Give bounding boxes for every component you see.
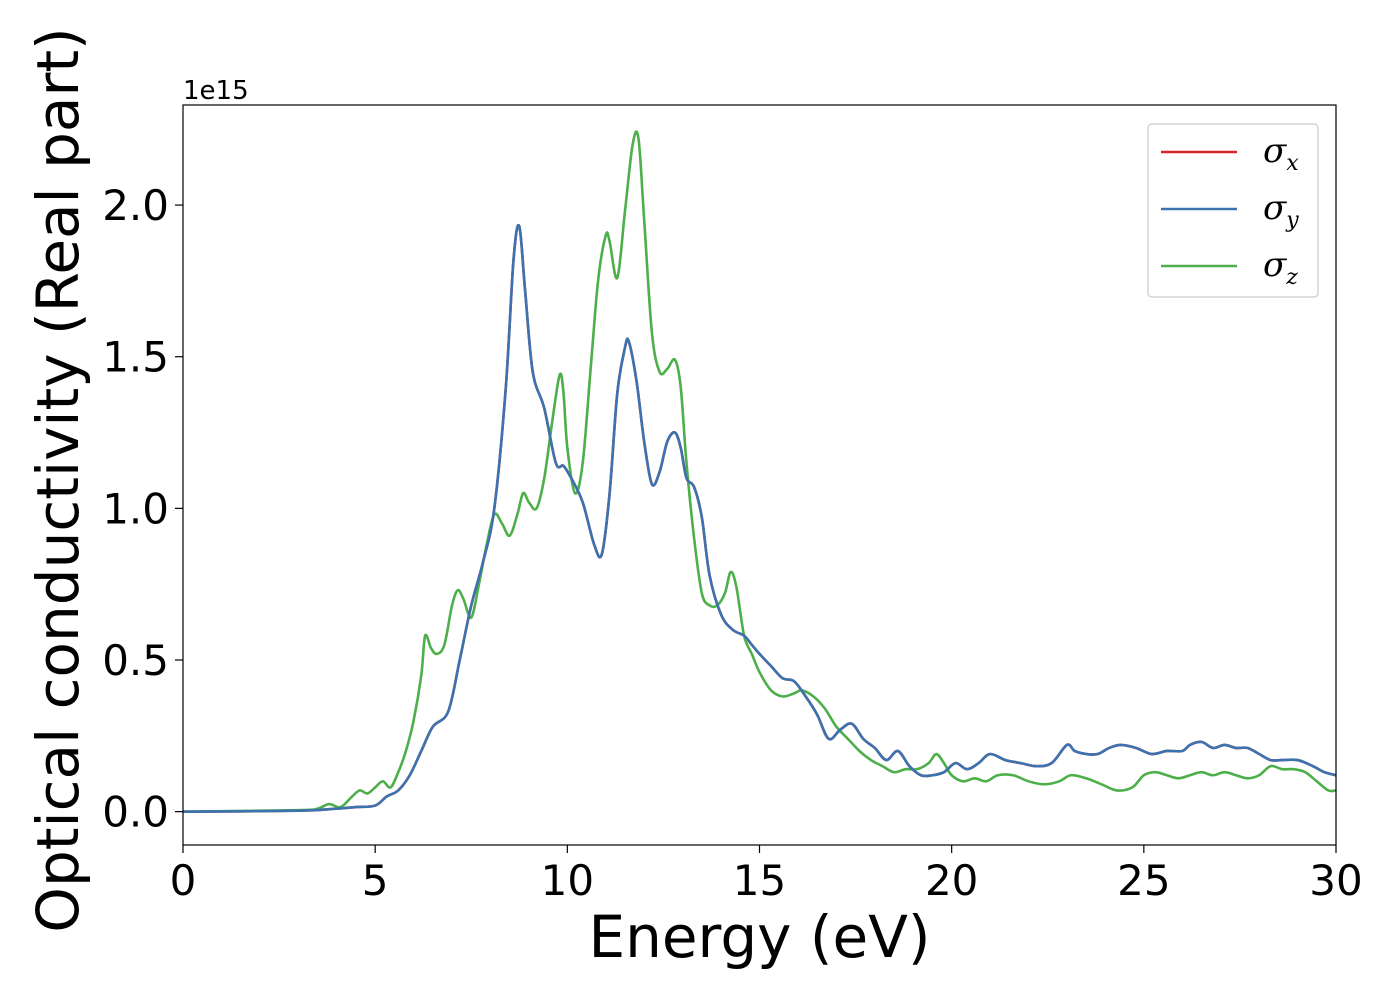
x-axis-ticks: 0 5 10 15 20 25 30 xyxy=(170,845,1363,905)
legend-box xyxy=(1147,123,1319,298)
x-tick-label: 20 xyxy=(925,856,978,905)
y-tick-label: 0.5 xyxy=(102,636,169,685)
y-axis-ticks: 0.0 0.5 1.0 1.5 2.0 xyxy=(102,181,183,837)
x-tick-label: 5 xyxy=(362,856,389,905)
series-layer xyxy=(183,130,1336,813)
series-line-x xyxy=(183,223,1336,813)
x-tick-label: 15 xyxy=(733,856,786,905)
x-tick-label: 30 xyxy=(1309,856,1362,905)
legend-subscript: x xyxy=(1286,151,1299,176)
legend-subscript: z xyxy=(1285,265,1298,290)
x-tick-label: 25 xyxy=(1117,856,1170,905)
y-tick-label: 2.0 xyxy=(102,181,169,230)
y-tick-label: 0.0 xyxy=(102,788,169,837)
legend-subscript: y xyxy=(1285,208,1299,233)
x-axis-label: Energy (eV) xyxy=(588,903,930,971)
y-axis-label: Optical conductivity (Real part) xyxy=(24,27,92,932)
legend-symbol: σ xyxy=(1263,131,1287,171)
legend-label-x: σx xyxy=(1263,131,1299,176)
y-offset-label: 1e15 xyxy=(183,76,249,106)
x-tick-label: 0 xyxy=(170,856,197,905)
y-tick-label: 1.5 xyxy=(102,333,169,382)
y-tick-label: 1.0 xyxy=(102,484,169,533)
legend-symbol: σ xyxy=(1263,245,1287,285)
legend-symbol: σ xyxy=(1263,188,1287,228)
legend-label-z: σz xyxy=(1263,245,1298,290)
x-tick-label: 10 xyxy=(541,856,594,905)
legend-label-y: σy xyxy=(1263,188,1299,233)
series-line-y xyxy=(183,223,1336,813)
series-line-z xyxy=(183,130,1336,813)
